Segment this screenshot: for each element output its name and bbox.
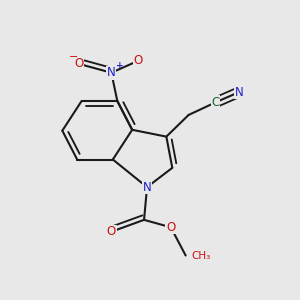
Text: O: O [166,221,176,234]
Text: O: O [107,225,116,238]
Text: N: N [143,181,152,194]
Text: O: O [134,54,143,67]
Text: O: O [74,57,83,70]
Text: +: + [116,61,124,70]
Text: −: − [69,52,78,62]
Text: C: C [211,96,220,109]
Text: N: N [235,85,244,98]
Text: N: N [107,66,116,79]
Text: CH₃: CH₃ [192,250,211,260]
